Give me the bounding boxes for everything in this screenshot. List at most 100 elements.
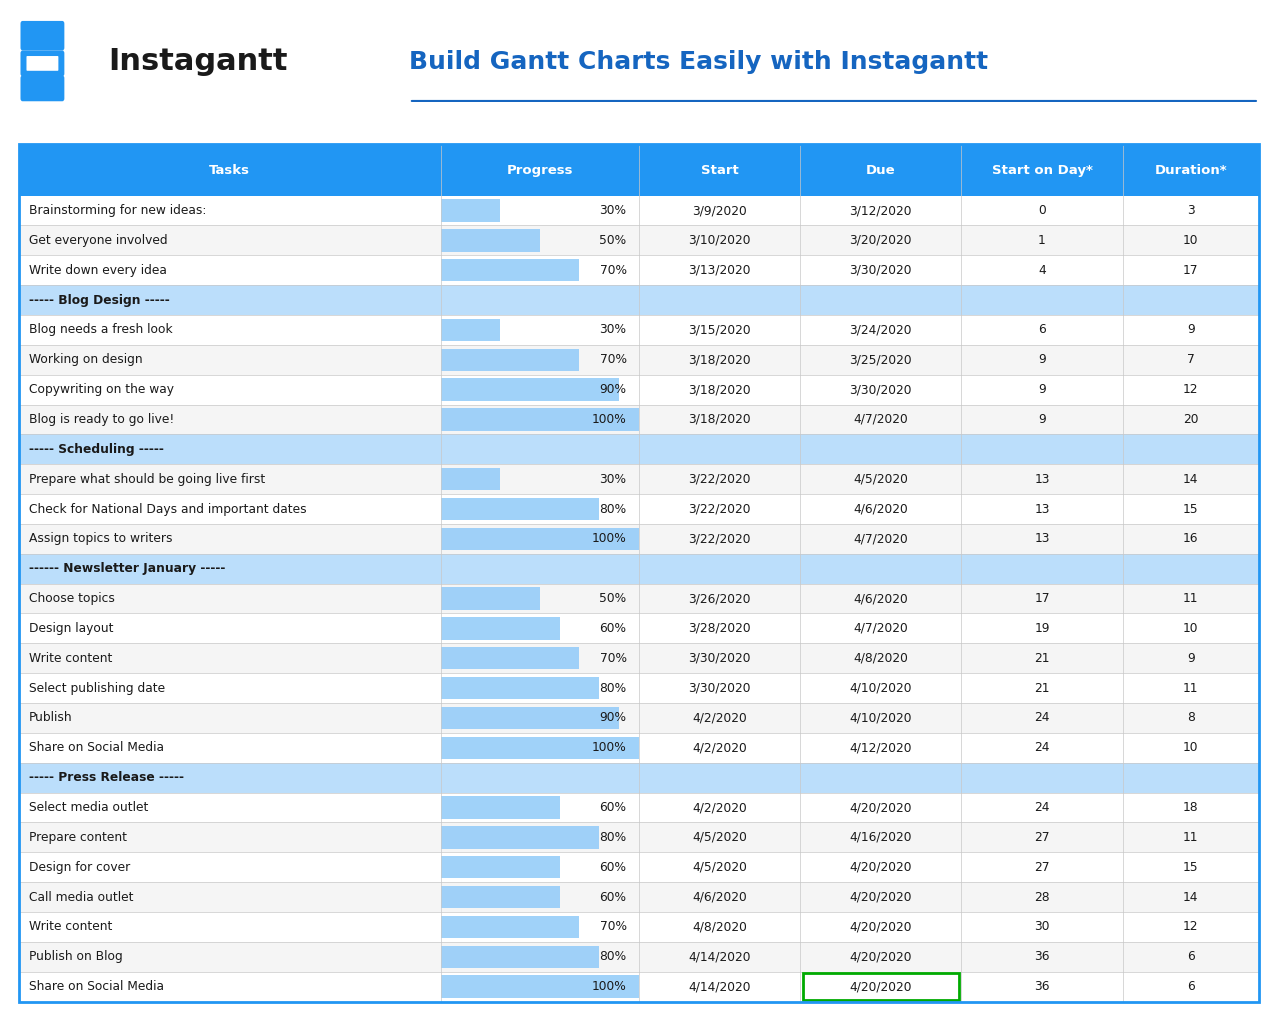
Text: 30: 30 bbox=[1034, 920, 1049, 934]
Text: Duration*: Duration* bbox=[1154, 163, 1227, 176]
Text: Publish: Publish bbox=[29, 711, 73, 724]
Text: Prepare content: Prepare content bbox=[29, 831, 127, 843]
Text: 4/20/2020: 4/20/2020 bbox=[850, 950, 912, 963]
Text: 13: 13 bbox=[1034, 473, 1049, 485]
Bar bbox=[19, 434, 1259, 464]
Text: 80%: 80% bbox=[599, 681, 626, 695]
Text: 4: 4 bbox=[1038, 264, 1045, 277]
Bar bbox=[19, 524, 1259, 554]
Bar bbox=[19, 374, 1259, 404]
Text: 4/6/2020: 4/6/2020 bbox=[693, 891, 746, 904]
Text: 90%: 90% bbox=[599, 711, 626, 724]
Text: Blog is ready to go live!: Blog is ready to go live! bbox=[29, 413, 174, 426]
Bar bbox=[19, 912, 1259, 942]
Text: 60%: 60% bbox=[599, 861, 626, 874]
Text: Share on Social Media: Share on Social Media bbox=[29, 980, 164, 993]
Bar bbox=[441, 498, 599, 520]
Text: 24: 24 bbox=[1034, 801, 1049, 814]
Text: 4/20/2020: 4/20/2020 bbox=[850, 891, 912, 904]
Text: 17: 17 bbox=[1183, 264, 1199, 277]
Text: 60%: 60% bbox=[599, 891, 626, 904]
Text: 4/14/2020: 4/14/2020 bbox=[689, 950, 751, 963]
Bar bbox=[19, 673, 1259, 703]
Bar bbox=[441, 916, 579, 938]
Text: 13: 13 bbox=[1034, 532, 1049, 546]
Text: Working on design: Working on design bbox=[29, 353, 143, 366]
Text: 3/30/2020: 3/30/2020 bbox=[850, 383, 912, 396]
Bar bbox=[19, 315, 1259, 345]
Text: Tasks: Tasks bbox=[210, 163, 250, 176]
Text: 4/8/2020: 4/8/2020 bbox=[854, 652, 909, 665]
Text: 60%: 60% bbox=[599, 622, 626, 635]
Bar bbox=[19, 196, 1259, 226]
Bar bbox=[19, 404, 1259, 434]
Bar bbox=[19, 972, 1259, 1001]
Text: 4/10/2020: 4/10/2020 bbox=[850, 711, 912, 724]
Text: 3/18/2020: 3/18/2020 bbox=[689, 383, 751, 396]
Text: Design for cover: Design for cover bbox=[29, 861, 130, 874]
Text: 4/14/2020: 4/14/2020 bbox=[689, 980, 751, 993]
Bar bbox=[441, 587, 539, 609]
Text: 3/30/2020: 3/30/2020 bbox=[850, 264, 912, 277]
Text: 4/5/2020: 4/5/2020 bbox=[854, 473, 909, 485]
Text: 80%: 80% bbox=[599, 950, 626, 963]
Text: Select media outlet: Select media outlet bbox=[29, 801, 148, 814]
Text: 3/20/2020: 3/20/2020 bbox=[850, 234, 912, 247]
Text: 9: 9 bbox=[1038, 353, 1045, 366]
Text: Check for National Days and important dates: Check for National Days and important da… bbox=[29, 503, 307, 515]
Text: 11: 11 bbox=[1183, 831, 1199, 843]
Bar bbox=[19, 345, 1259, 374]
Text: 3/22/2020: 3/22/2020 bbox=[689, 503, 751, 515]
Text: 9: 9 bbox=[1187, 323, 1195, 337]
Bar bbox=[19, 285, 1259, 315]
Bar bbox=[441, 707, 619, 729]
Text: 11: 11 bbox=[1183, 681, 1199, 695]
Bar bbox=[441, 199, 500, 222]
Text: 19: 19 bbox=[1034, 622, 1049, 635]
Text: 50%: 50% bbox=[599, 592, 626, 605]
Text: 16: 16 bbox=[1183, 532, 1199, 546]
Text: 3/13/2020: 3/13/2020 bbox=[689, 264, 751, 277]
Text: 12: 12 bbox=[1183, 383, 1199, 396]
Text: 12: 12 bbox=[1183, 920, 1199, 934]
Text: 10: 10 bbox=[1183, 622, 1199, 635]
Text: 80%: 80% bbox=[599, 831, 626, 843]
Bar bbox=[19, 255, 1259, 285]
Bar bbox=[19, 464, 1259, 495]
Text: Start: Start bbox=[700, 163, 739, 176]
Text: 9: 9 bbox=[1038, 383, 1045, 396]
Text: ----- Scheduling -----: ----- Scheduling ----- bbox=[29, 443, 164, 456]
Text: 4/20/2020: 4/20/2020 bbox=[850, 920, 912, 934]
Text: 3/25/2020: 3/25/2020 bbox=[850, 353, 912, 366]
Text: 3/28/2020: 3/28/2020 bbox=[689, 622, 751, 635]
Text: 3/10/2020: 3/10/2020 bbox=[689, 234, 751, 247]
Bar bbox=[19, 145, 1259, 196]
Text: 14: 14 bbox=[1183, 891, 1199, 904]
Text: 100%: 100% bbox=[592, 413, 626, 426]
Text: 60%: 60% bbox=[599, 801, 626, 814]
Text: 4/6/2020: 4/6/2020 bbox=[854, 592, 909, 605]
Bar bbox=[19, 882, 1259, 912]
Bar bbox=[19, 792, 1259, 823]
Text: 3/30/2020: 3/30/2020 bbox=[689, 681, 751, 695]
Text: 4/7/2020: 4/7/2020 bbox=[854, 622, 909, 635]
Text: Brainstorming for new ideas:: Brainstorming for new ideas: bbox=[29, 204, 206, 218]
Bar bbox=[441, 826, 599, 849]
Bar bbox=[441, 946, 599, 968]
Bar bbox=[19, 226, 1259, 255]
Text: Choose topics: Choose topics bbox=[29, 592, 115, 605]
Text: 4/7/2020: 4/7/2020 bbox=[854, 413, 909, 426]
Bar bbox=[19, 703, 1259, 733]
Text: 70%: 70% bbox=[599, 353, 626, 366]
Text: 3/18/2020: 3/18/2020 bbox=[689, 353, 751, 366]
Text: 3/15/2020: 3/15/2020 bbox=[689, 323, 751, 337]
Text: 4/2/2020: 4/2/2020 bbox=[693, 801, 746, 814]
Bar bbox=[441, 647, 579, 669]
Text: 4/2/2020: 4/2/2020 bbox=[693, 742, 746, 754]
Bar bbox=[19, 942, 1259, 972]
Text: 20: 20 bbox=[1183, 413, 1199, 426]
Text: 30%: 30% bbox=[599, 204, 626, 218]
Text: 21: 21 bbox=[1034, 652, 1049, 665]
Text: ----- Press Release -----: ----- Press Release ----- bbox=[29, 772, 184, 784]
Text: 3/12/2020: 3/12/2020 bbox=[850, 204, 912, 218]
